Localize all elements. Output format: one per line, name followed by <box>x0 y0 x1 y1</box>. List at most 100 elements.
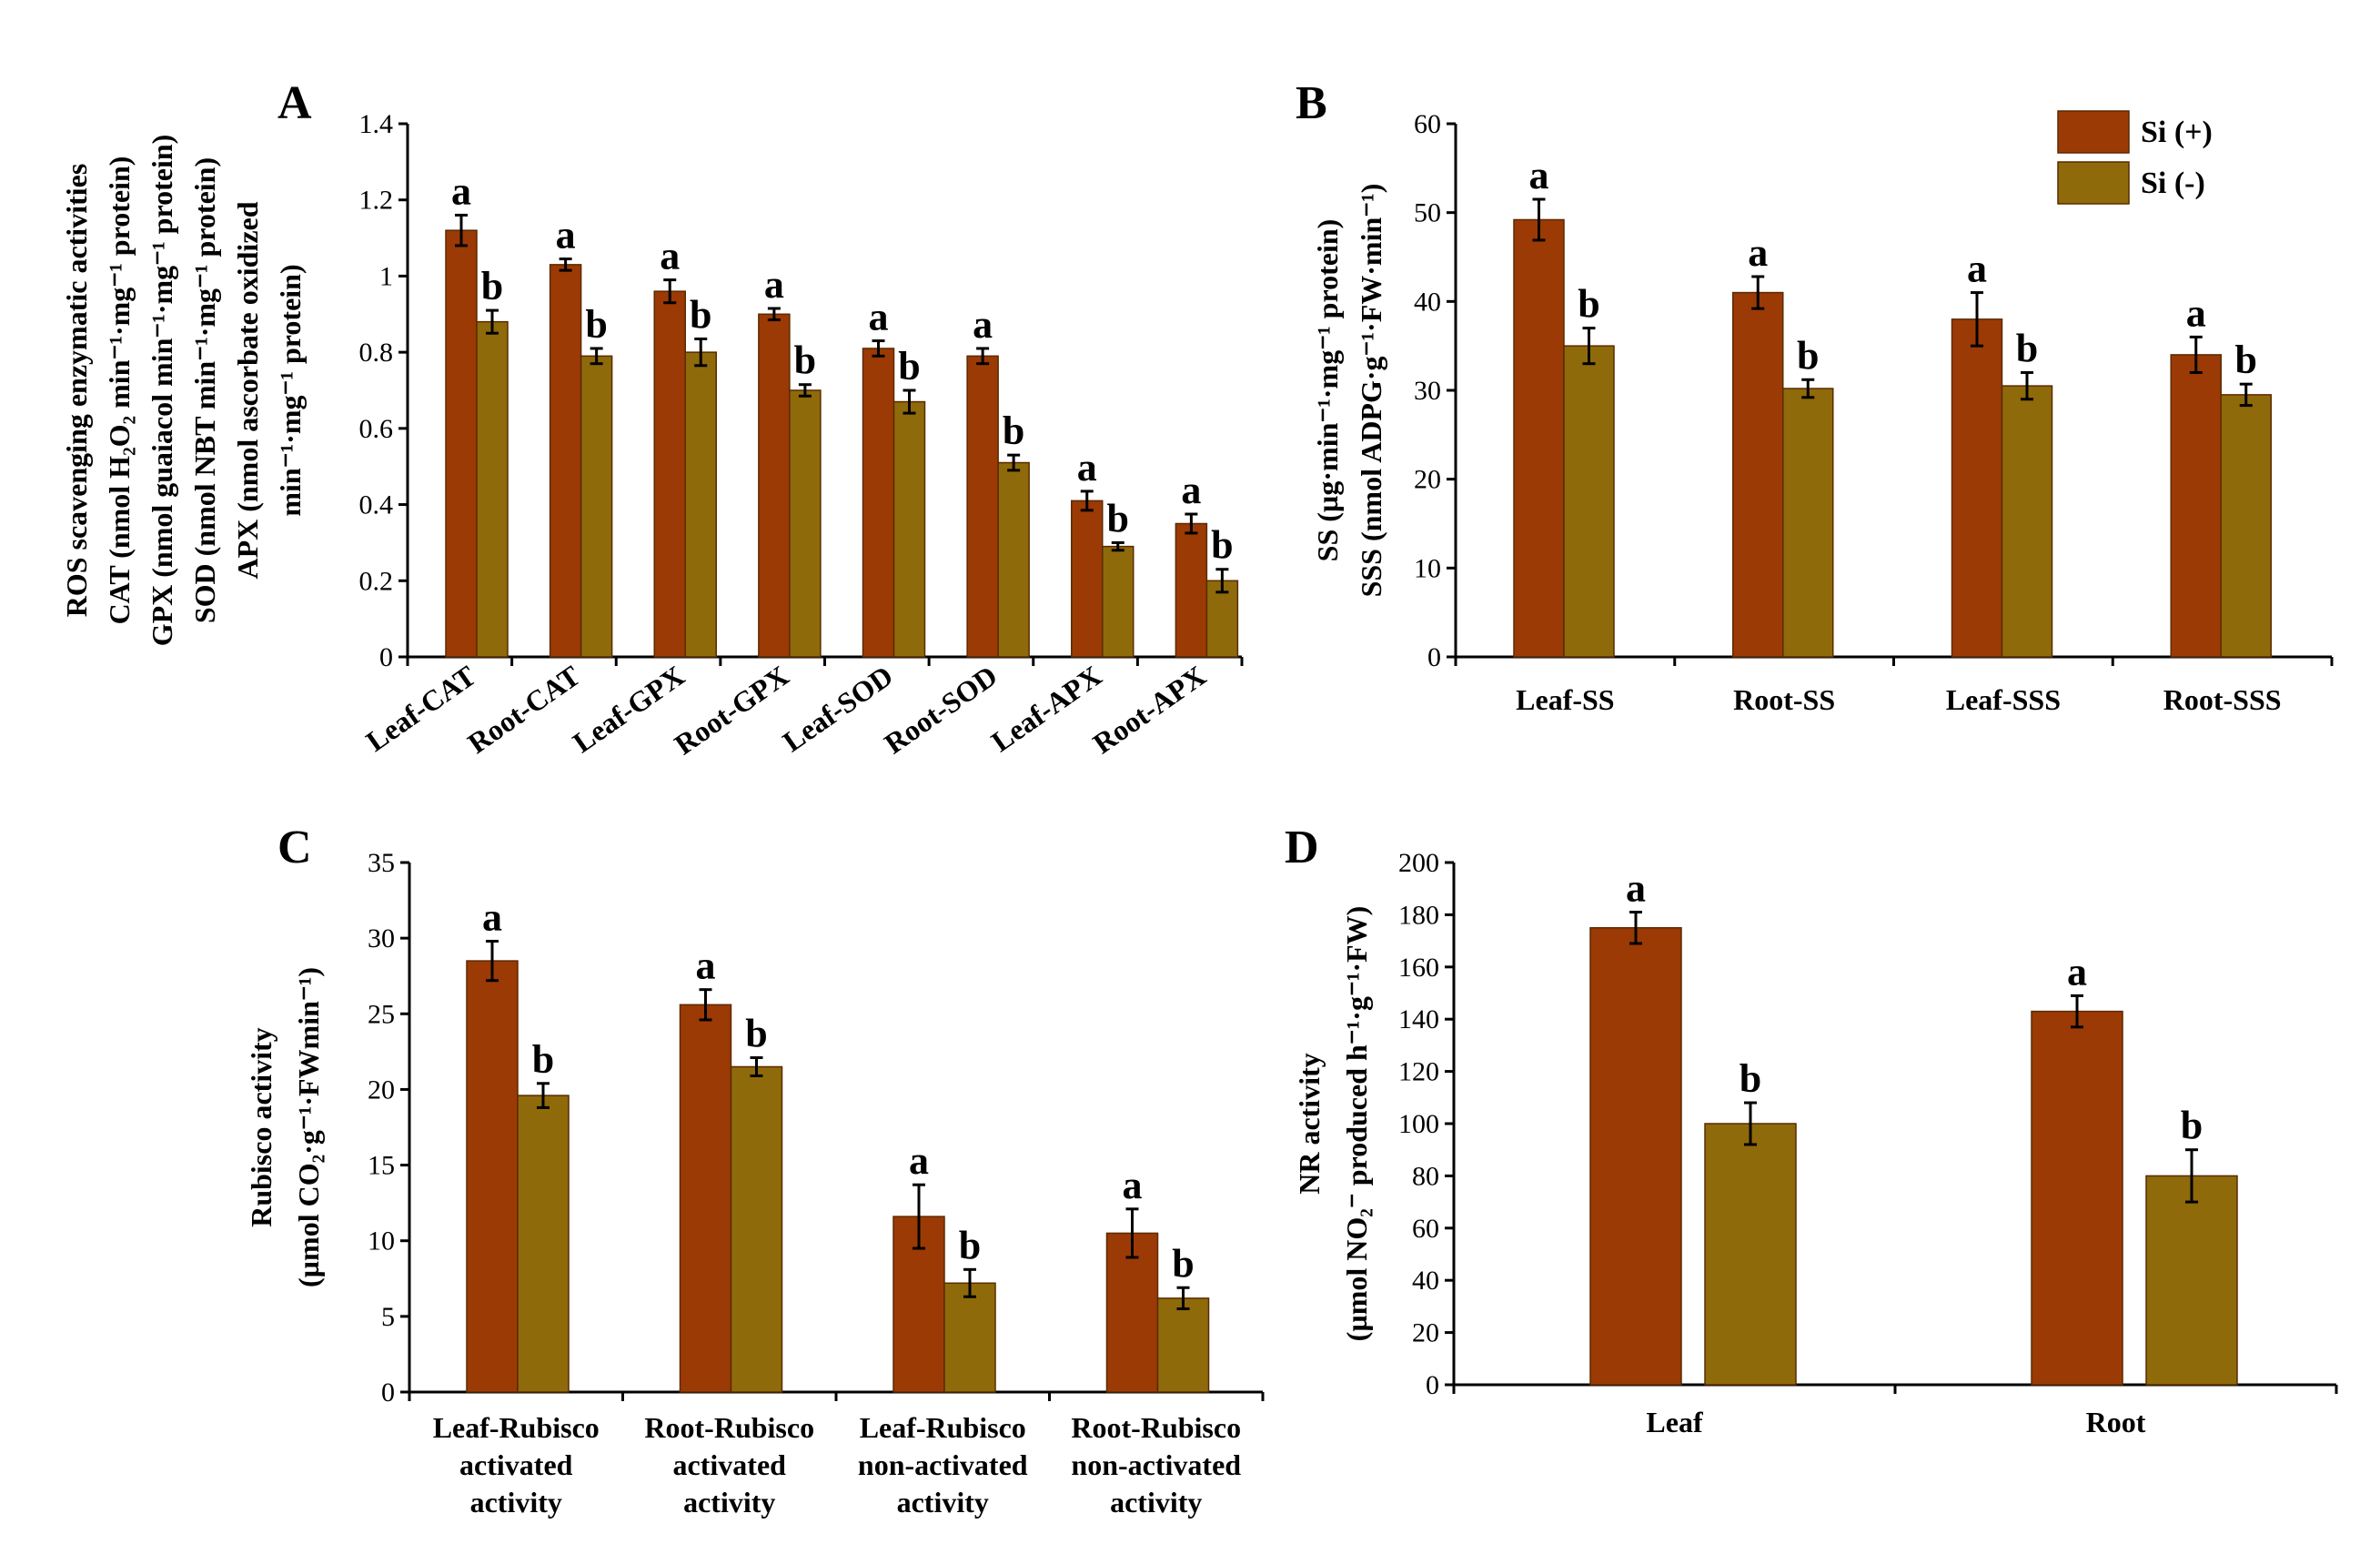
bar-si-plus <box>653 290 686 658</box>
x-tick-label: Leaf <box>1646 1406 1703 1438</box>
x-tick-label: Root-SSS <box>2163 683 2282 716</box>
legend-swatch-si-minus <box>2057 161 2130 205</box>
y-tick-label: 10 <box>1414 553 1441 583</box>
x-tick-label: Root-Rubisco <box>1071 1411 1241 1444</box>
panel-letter: B <box>1296 77 1327 129</box>
x-tick-label: activity <box>470 1486 562 1519</box>
x-tick-label: Leaf-GPX <box>567 659 691 759</box>
significance-label: b <box>2016 326 2038 370</box>
y-tick-label: 25 <box>368 999 395 1029</box>
x-tick-label: activity <box>683 1486 775 1519</box>
y-tick-label: 20 <box>1412 1318 1439 1348</box>
y-axis-title: SS (µg·min⁻¹·mg⁻¹ protein) <box>1311 219 1344 562</box>
panel-letter: C <box>277 822 312 873</box>
y-tick-label: 160 <box>1398 953 1439 983</box>
y-tick-label: 20 <box>1414 465 1441 495</box>
y-tick-label: 120 <box>1398 1057 1439 1087</box>
significance-label: a <box>2067 949 2087 994</box>
bar-si-plus <box>466 960 519 1393</box>
bar-si-minus <box>1563 345 1615 658</box>
bar-si-plus <box>1105 1232 1159 1393</box>
bar-si-minus <box>684 351 717 658</box>
y-axis-title: GPX (nmol guaiacol min⁻¹·mg⁻¹ protein) <box>146 135 178 647</box>
bar-si-plus <box>549 264 582 658</box>
y-axis-title: APX (nmol ascorbate oxidized <box>231 201 264 579</box>
bar-si-minus <box>580 355 613 658</box>
y-tick-label: 30 <box>368 923 395 954</box>
y-tick-label: 60 <box>1412 1214 1439 1244</box>
bar-si-minus <box>517 1095 570 1393</box>
bar-si-minus <box>1704 1123 1797 1386</box>
legend-swatch-si-plus <box>2057 110 2130 154</box>
significance-label: a <box>764 262 784 307</box>
significance-label: b <box>690 292 711 337</box>
y-tick-label: 10 <box>368 1226 395 1256</box>
significance-label: a <box>909 1138 929 1183</box>
significance-label: b <box>585 302 607 347</box>
y-tick-label: 1 <box>379 261 393 291</box>
bar-si-plus <box>1732 291 1784 658</box>
significance-label: a <box>556 213 576 257</box>
y-tick-label: 0.8 <box>359 338 394 368</box>
significance-label: b <box>2181 1104 2203 1148</box>
significance-label: a <box>451 168 471 213</box>
bar-si-minus <box>476 320 509 658</box>
x-tick-label: Leaf-Rubisco <box>433 1411 600 1444</box>
y-tick-label: 0.4 <box>359 490 394 520</box>
y-tick-label: 0 <box>381 1377 395 1408</box>
significance-label: b <box>1211 523 1233 568</box>
legend-label-si-minus: Si (-) <box>2141 166 2205 200</box>
significance-label: a <box>869 295 889 339</box>
significance-label: b <box>898 344 920 388</box>
y-tick-label: 0 <box>379 642 393 672</box>
panel-letter: D <box>1285 822 1319 873</box>
x-tick-label: Root-Rubisco <box>644 1411 814 1444</box>
bar-si-minus <box>1102 545 1135 658</box>
significance-label: a <box>660 234 680 278</box>
bar-si-plus <box>2170 354 2222 658</box>
bar-si-minus <box>2145 1175 2238 1386</box>
y-tick-label: 80 <box>1412 1161 1439 1191</box>
significance-label: a <box>482 894 502 939</box>
significance-label: a <box>1967 247 1987 291</box>
x-tick-label: non-activated <box>858 1448 1028 1481</box>
x-tick-label: Leaf-Rubisco <box>860 1411 1026 1444</box>
legend-label-si-plus: Si (+) <box>2141 116 2213 149</box>
y-axis-title: NR activity <box>1293 1053 1326 1195</box>
bar-si-plus <box>758 313 791 658</box>
x-tick-label: Root-APX <box>1087 659 1212 760</box>
x-tick-label: Root-SS <box>1733 683 1835 716</box>
bar-si-plus <box>862 348 895 658</box>
y-tick-label: 35 <box>368 848 395 878</box>
x-tick-label: activity <box>897 1486 989 1519</box>
x-tick-label: Root <box>2086 1406 2146 1438</box>
significance-label: a <box>2186 290 2206 335</box>
y-tick-label: 50 <box>1414 198 1441 228</box>
significance-label: a <box>1077 445 1097 489</box>
bar-si-minus <box>2220 394 2272 658</box>
x-tick-label: Leaf-CAT <box>360 659 482 758</box>
bar-si-plus <box>445 229 478 658</box>
bar-si-minus <box>1782 388 1834 658</box>
bar-si-plus <box>2031 1010 2123 1386</box>
significance-label: a <box>1748 230 1768 275</box>
bar-si-plus <box>1951 318 2003 658</box>
x-tick-label: activity <box>1110 1486 1202 1519</box>
significance-label: b <box>794 338 816 383</box>
y-tick-label: 40 <box>1412 1266 1439 1296</box>
y-tick-label: 40 <box>1414 287 1441 317</box>
y-axis-title: CAT (nmol H₂O₂ min⁻¹·mg⁻¹ protein) <box>103 156 136 625</box>
y-tick-label: 140 <box>1398 1004 1439 1034</box>
y-tick-label: 0.6 <box>359 414 394 444</box>
y-tick-label: 180 <box>1398 900 1439 930</box>
bar-si-minus <box>2001 385 2053 658</box>
significance-label: a <box>696 943 716 988</box>
significance-label: b <box>532 1037 554 1082</box>
x-tick-label: activated <box>673 1448 787 1481</box>
y-axis-title: ROS scavenging enzymatic activities <box>60 164 93 618</box>
panel-letter: A <box>277 77 312 129</box>
significance-label: b <box>1740 1056 1761 1101</box>
y-axis-title: min⁻¹·mg⁻¹ protein) <box>274 264 307 516</box>
y-tick-label: 1.2 <box>359 186 394 216</box>
